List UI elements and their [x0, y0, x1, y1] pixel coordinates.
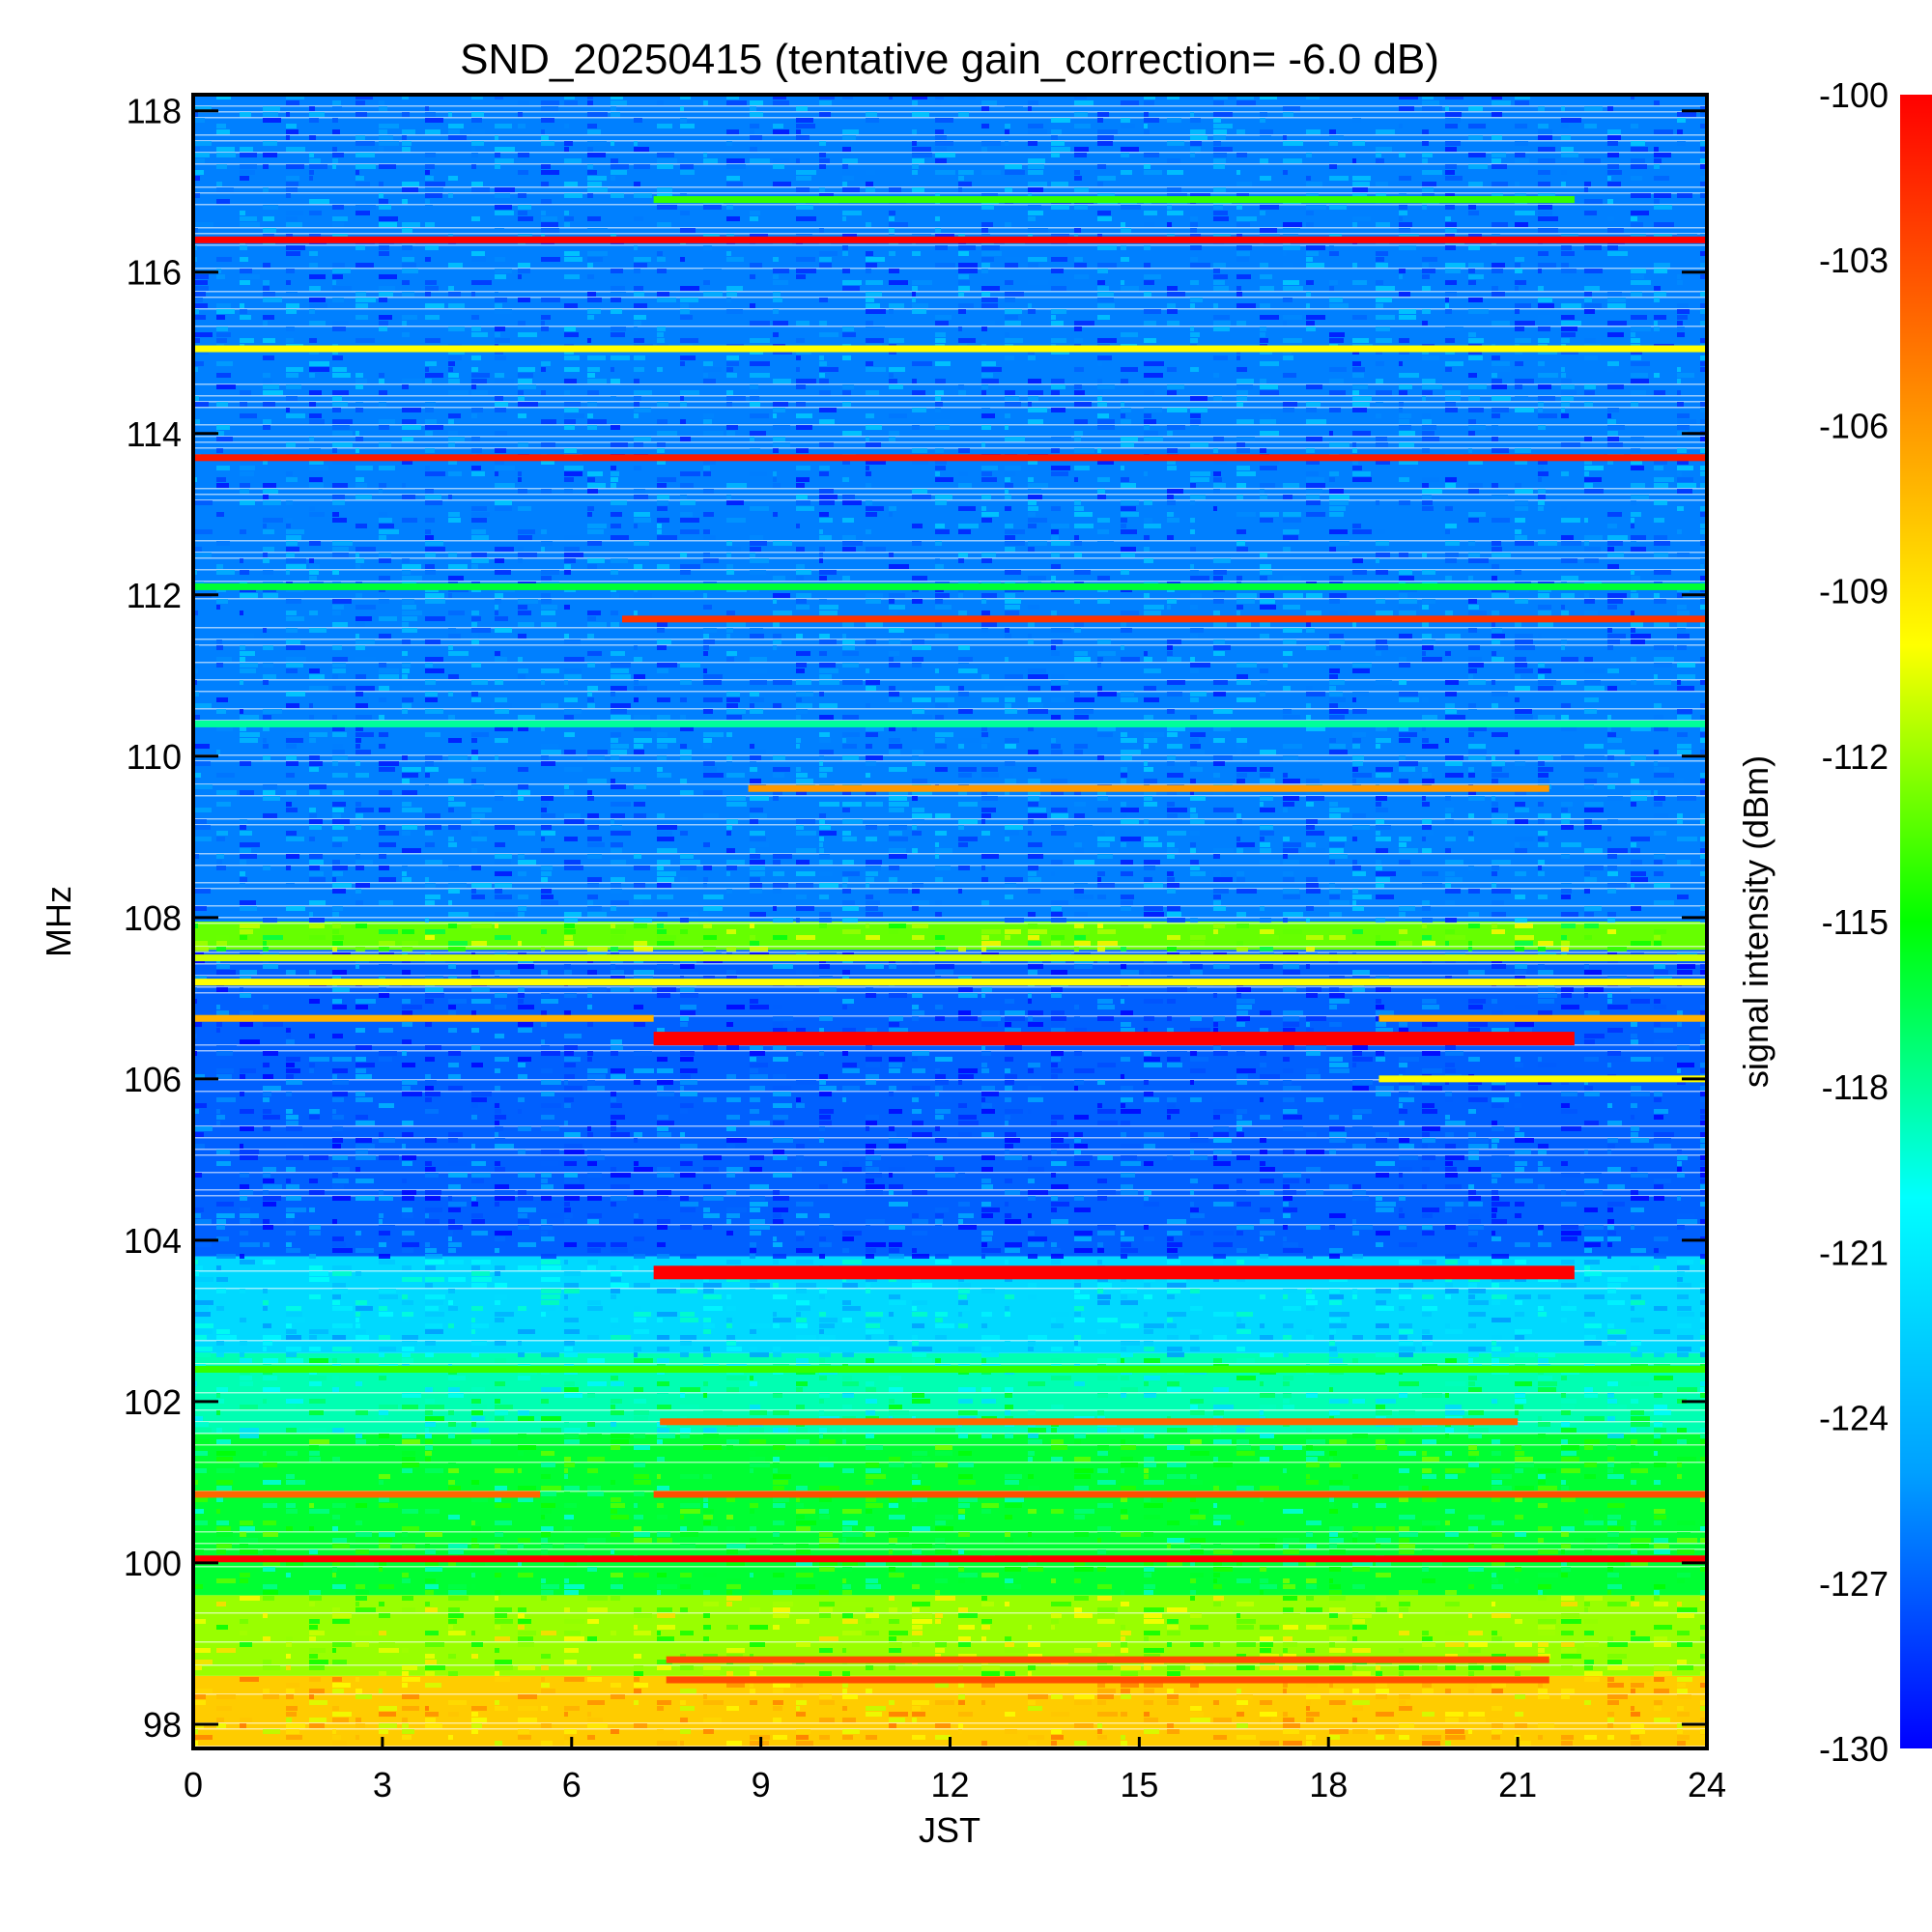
y-axis-title: MHz: [39, 886, 78, 957]
signal-trace-3: [193, 582, 1707, 590]
signal-trace-18: [193, 1491, 541, 1498]
x-tick-label: 21: [1498, 1765, 1537, 1804]
y-axis: 98 100 102 104 106 108 110 112 114 116 118: [124, 92, 1707, 1745]
x-tick-label: 18: [1309, 1765, 1348, 1804]
signal-trace-14: [1378, 1075, 1707, 1083]
signal-trace-10: [193, 979, 1707, 986]
colorbar-tick-label: -112: [1822, 737, 1889, 777]
colorbar-tick-label: -124: [1819, 1399, 1889, 1438]
y-tick-label: 110: [127, 737, 182, 777]
colorbar-tick-label: -109: [1819, 572, 1889, 611]
signal-trace-15: [653, 1265, 1575, 1280]
signal-trace-17: [660, 1418, 1519, 1426]
y-tick-label: 100: [124, 1544, 182, 1583]
y-tick-label: 108: [124, 898, 182, 938]
colorbar: [1900, 95, 1932, 1748]
x-tick-label: 3: [373, 1765, 392, 1804]
signal-trace-9: [193, 954, 1707, 962]
x-tick-label: 6: [562, 1765, 582, 1804]
colorbar-tick-label: -118: [1822, 1067, 1889, 1107]
colorbar-tick-label: -130: [1819, 1729, 1889, 1769]
signal-trace-16: [193, 1365, 1707, 1373]
heatmap-plot-area: [193, 95, 1707, 1748]
colorbar-tick-label: -103: [1819, 241, 1889, 280]
y-tick-label: 116: [127, 253, 182, 293]
colorbar-tick-label: -115: [1822, 902, 1889, 942]
background-band-1: [193, 1595, 1707, 1676]
x-axis-title: JST: [919, 1810, 980, 1850]
x-tick-label: 24: [1688, 1765, 1726, 1804]
colorbar-ticks: -100 -103 -106 -109 -112 -115 -118 -121 -124 -127…: [1819, 75, 1889, 1769]
x-tick-label: 0: [184, 1765, 203, 1804]
signal-trace-20: [193, 1555, 1707, 1563]
signal-trace-6: [653, 196, 1575, 204]
y-tick-label: 104: [124, 1221, 182, 1261]
y-tick-label: 106: [124, 1060, 182, 1099]
chart-title: SND_20250415 (tentative gain_correction=…: [460, 36, 1439, 83]
colorbar-tick-label: -100: [1819, 75, 1889, 115]
y-tick-label: 98: [143, 1705, 182, 1745]
colorbar-tick-label: -127: [1819, 1564, 1889, 1604]
signal-trace-4: [621, 615, 1707, 623]
y-tick-label: 118: [127, 92, 182, 131]
colorbar-tick-label: -121: [1819, 1233, 1889, 1272]
signal-trace-12: [1378, 1014, 1707, 1022]
signal-trace-11: [193, 1014, 654, 1022]
signal-trace-19: [653, 1491, 1707, 1498]
y-tick-label: 112: [127, 576, 182, 615]
colorbar-tick-label: -106: [1819, 406, 1889, 445]
background-band-2: [193, 1434, 1707, 1596]
signal-trace-0: [193, 236, 1707, 243]
x-tick-label: 9: [752, 1765, 771, 1804]
signal-trace-13: [653, 1032, 1575, 1046]
colorbar-title: signal intensity (dBm): [1736, 755, 1776, 1088]
signal-trace-22: [666, 1676, 1549, 1684]
signal-trace-2: [193, 454, 1707, 462]
background-band-5: [193, 950, 1707, 1257]
signal-trace-1: [193, 345, 1707, 353]
signal-trace-7: [193, 720, 1707, 727]
signal-traces: [193, 196, 1707, 1684]
x-axis: 0 3 6 9 12 15 18 21 24: [184, 1737, 1726, 1804]
x-tick-label: 12: [930, 1765, 969, 1804]
y-tick-label: 102: [124, 1382, 182, 1422]
signal-trace-8: [748, 784, 1549, 792]
y-tick-label: 114: [127, 414, 182, 454]
signal-trace-21: [666, 1656, 1549, 1663]
x-tick-label: 15: [1120, 1765, 1158, 1804]
